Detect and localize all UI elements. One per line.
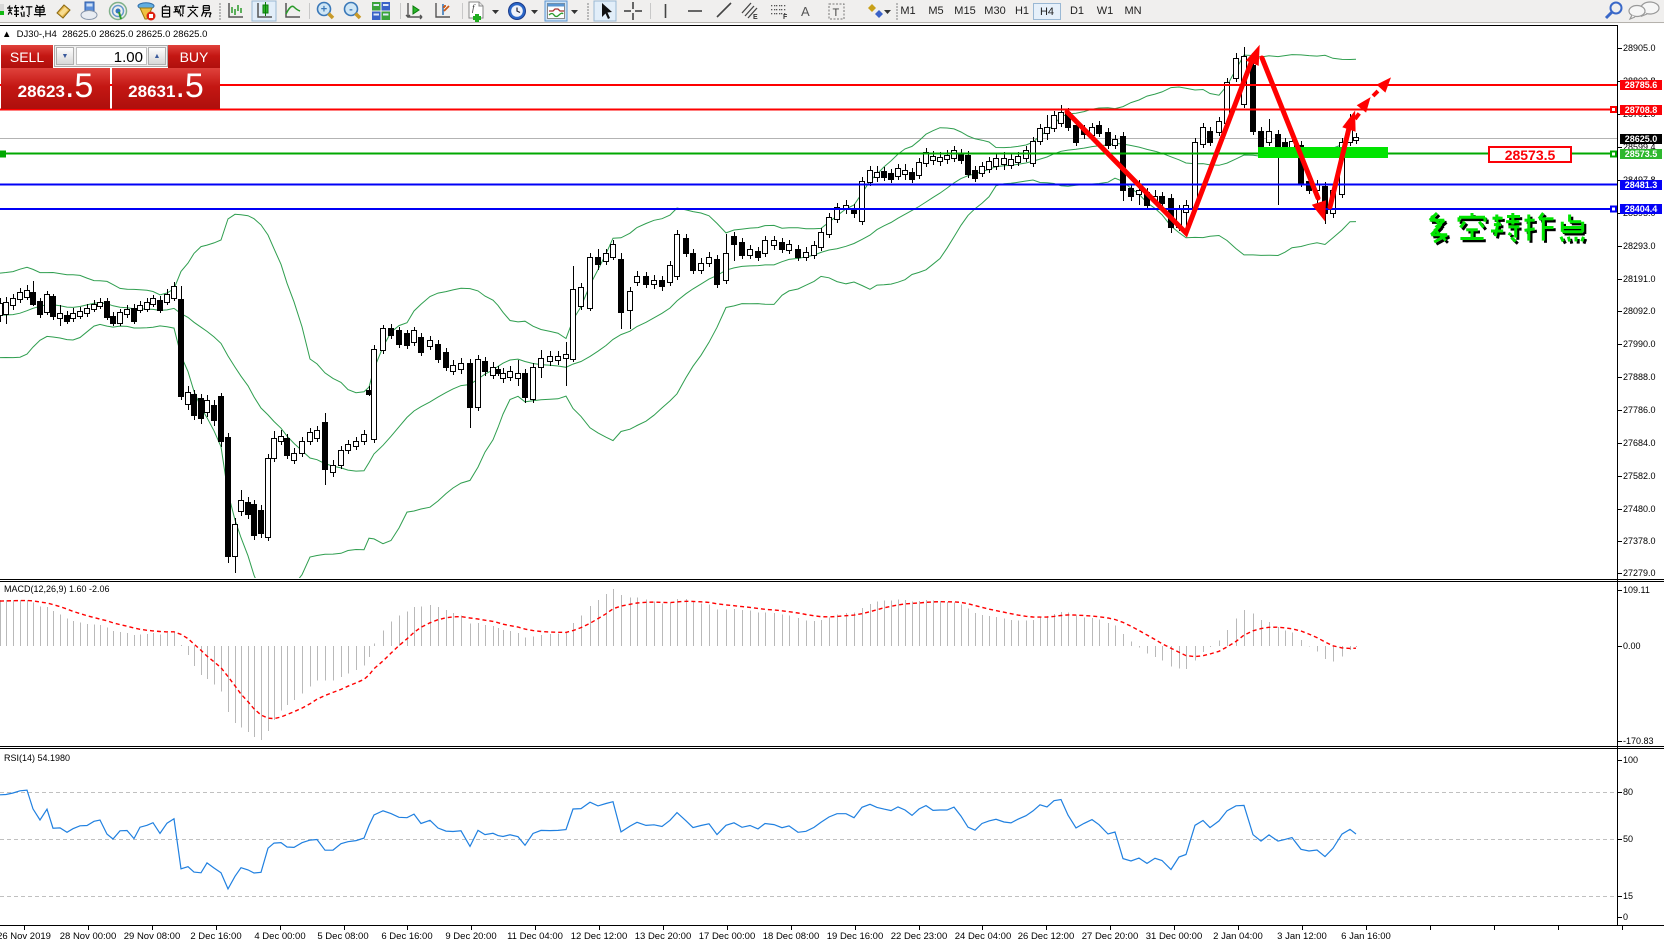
svg-text:A: A [801, 4, 810, 19]
svg-text:+: + [321, 4, 327, 16]
svg-text:f: f [472, 3, 476, 13]
svg-text:F: F [783, 14, 788, 21]
svg-text:T: T [833, 7, 840, 19]
svg-text:-: - [349, 4, 353, 16]
svg-text:E: E [753, 14, 758, 21]
